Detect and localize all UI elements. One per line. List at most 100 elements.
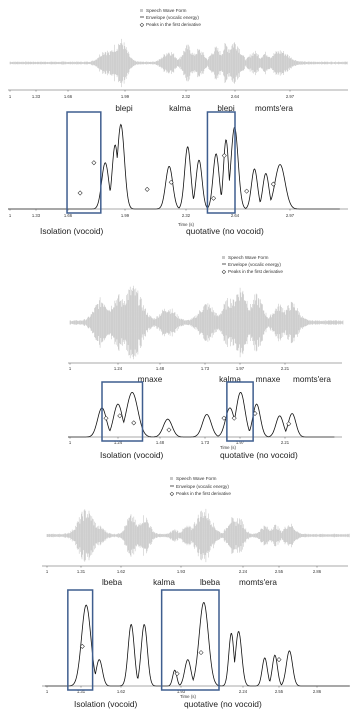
tick-label: 2.32 xyxy=(182,213,191,218)
waveform-trace xyxy=(9,38,348,88)
legend-waveform-label: Speech Wave Form xyxy=(146,8,187,13)
tick-label: 1.97 xyxy=(236,440,245,445)
isolation-box xyxy=(67,589,94,691)
box-caption-quotative: quotative (no vocoid) xyxy=(184,699,262,709)
peak-marker xyxy=(286,421,292,427)
word-label: momts'era xyxy=(255,104,293,113)
envelope-ticks-2: 1 1.24 1.48 1.73 1.97 2.21 xyxy=(69,437,290,445)
tick-label: 1.97 xyxy=(236,366,245,371)
tick-label: 2.21 xyxy=(281,366,290,371)
waveform-3 xyxy=(46,508,350,563)
isolation-box xyxy=(66,111,102,214)
peak-marker xyxy=(221,153,227,159)
tick-label: 1 xyxy=(69,366,72,371)
envelope-ticks-1: 1 1.33 1.66 1.99 2.32 2.64 2.97 xyxy=(9,209,295,218)
tick-label: 2.55 xyxy=(275,689,284,694)
waveform-trace xyxy=(46,508,350,563)
panel-2: Speech Wave Form Envelope (vocalic energ… xyxy=(68,255,344,460)
tick-label: 1.66 xyxy=(64,213,73,218)
legend-waveform-label: Speech Wave Form xyxy=(228,255,269,260)
highlight-boxes-1 xyxy=(66,111,236,214)
tick-label: 1.33 xyxy=(32,213,41,218)
tick-label: 2.21 xyxy=(281,440,290,445)
box-caption-quotative: quotative (no vocoid) xyxy=(186,226,264,236)
tick-label: 1 xyxy=(9,213,12,218)
tick-label: 2.64 xyxy=(231,94,240,99)
legend-peaks-label: Peaks in the first derivative xyxy=(176,491,231,496)
tick-label: 1.33 xyxy=(32,94,41,99)
legend-swatch-peaks xyxy=(221,269,227,275)
tick-label: 1 xyxy=(46,569,49,574)
x-axis-label: Time (s) xyxy=(220,445,236,450)
highlight-boxes-2 xyxy=(101,381,254,442)
waveform-2 xyxy=(69,285,344,360)
peak-marker xyxy=(79,643,85,649)
tick-label: 1.62 xyxy=(117,689,126,694)
word-label: blepi xyxy=(217,104,234,113)
envelope-line xyxy=(8,123,340,210)
tick-label: 2.55 xyxy=(275,569,284,574)
tick-label: 2.24 xyxy=(239,569,248,574)
waveform-ticks-2: 1 1.24 1.48 1.73 1.97 2.21 xyxy=(69,363,290,371)
waveform-ticks-1: 1 1.33 1.66 1.99 2.32 2.64 2.97 xyxy=(9,90,295,99)
peak-marker xyxy=(270,181,276,187)
tick-label: 2.64 xyxy=(231,213,240,218)
tick-label: 2.86 xyxy=(313,569,322,574)
tick-label: 2.97 xyxy=(286,213,295,218)
box-caption-isolation: Isolation (vocoid) xyxy=(74,699,138,709)
x-axis-label: Time (s) xyxy=(180,694,196,699)
peak-marker xyxy=(166,427,172,433)
envelope-1 xyxy=(8,123,340,210)
peak-marker xyxy=(117,413,123,419)
peak-marker xyxy=(168,179,174,185)
legend-2: Speech Wave Form Envelope (vocalic energ… xyxy=(221,255,283,275)
envelope-ticks-3: 1 1.31 1.62 1.93 2.24 2.55 2.86 xyxy=(46,686,322,694)
tick-label: 1.62 xyxy=(117,569,126,574)
box-caption-quotative: quotative (no vocoid) xyxy=(220,450,298,460)
tick-label: 1.99 xyxy=(121,94,130,99)
envelope-line xyxy=(68,391,335,438)
legend-swatch-peaks xyxy=(169,491,175,497)
word-labels-1: blepi kalma blepi momts'era xyxy=(115,104,293,113)
panel-3: Speech Wave Form Envelope (vocalic energ… xyxy=(42,476,350,709)
legend-waveform-label: Speech Wave Form xyxy=(176,476,217,481)
envelope-3 xyxy=(45,602,350,687)
peak-marker xyxy=(131,420,137,426)
tick-label: 1 xyxy=(46,689,49,694)
waveform-ticks-3: 1 1.31 1.62 1.93 2.24 2.55 2.86 xyxy=(46,566,322,574)
peak-marker xyxy=(244,188,250,194)
tick-label: 1.73 xyxy=(201,440,210,445)
tick-label: 2.24 xyxy=(239,689,248,694)
word-label: kalma xyxy=(169,104,191,113)
panel-1: Speech Wave Form Envelope (vocalic energ… xyxy=(8,8,348,236)
peak-marker xyxy=(221,415,227,421)
envelope-2 xyxy=(68,391,335,438)
legend-swatch-peaks xyxy=(139,22,145,28)
word-label: blepi xyxy=(115,104,132,113)
word-label: kalma xyxy=(219,375,241,384)
word-label: kalma xyxy=(153,578,175,587)
word-label: momts'era xyxy=(293,375,331,384)
tick-label: 1.93 xyxy=(177,689,186,694)
isolation-box xyxy=(101,381,144,442)
tick-label: 1.93 xyxy=(177,569,186,574)
legend-envelope-label: Envelope (vocalic energy) xyxy=(146,15,199,20)
tick-label: 1.24 xyxy=(114,366,123,371)
tick-label: 1.31 xyxy=(77,689,86,694)
legend-peaks-label: Peaks in the first derivative xyxy=(228,269,283,274)
peak-marker xyxy=(231,415,237,421)
tick-label: 1.66 xyxy=(64,94,73,99)
peak-marker xyxy=(276,657,282,663)
tick-label: 1.31 xyxy=(77,569,86,574)
legend-envelope-label: Envelope (vocalic energy) xyxy=(228,262,281,267)
quotative-box xyxy=(160,589,220,691)
quotative-box xyxy=(226,381,254,442)
legend-1: Speech Wave Form Envelope (vocalic energ… xyxy=(139,8,201,28)
tick-label: 1.73 xyxy=(201,366,210,371)
tick-label: 1.48 xyxy=(156,366,165,371)
x-axis-label: Time (s) xyxy=(178,222,194,227)
waveform-1 xyxy=(9,38,348,88)
tick-label: 2.97 xyxy=(286,94,295,99)
peak-marker xyxy=(144,186,150,192)
